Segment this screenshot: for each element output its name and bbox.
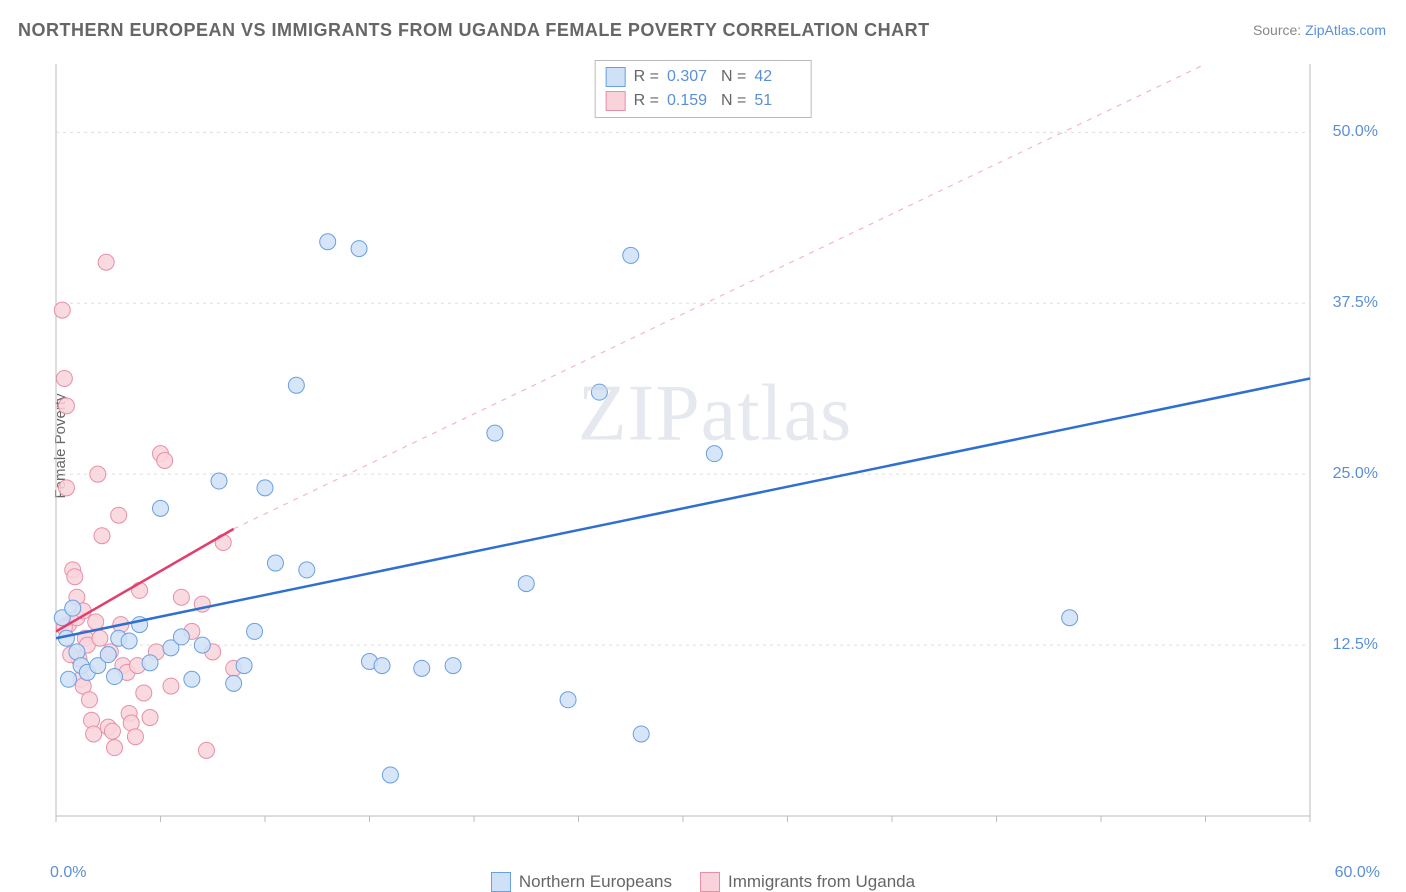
- stats-legend: R = 0.307 N = 42 R = 0.159 N = 51: [595, 60, 812, 118]
- stats-row-series-1: R = 0.159 N = 51: [606, 89, 801, 113]
- legend-item-series-1: Immigrants from Uganda: [700, 872, 915, 892]
- n-value: 51: [754, 92, 800, 110]
- x-axis-min-label: 0.0%: [50, 864, 86, 882]
- legend-label: Immigrants from Uganda: [728, 872, 915, 892]
- r-value: 0.307: [667, 68, 713, 86]
- source-value: ZipAtlas.com: [1305, 22, 1386, 38]
- r-label: R =: [634, 92, 659, 110]
- y-tick-label: 12.5%: [1333, 636, 1378, 654]
- y-tick-label: 25.0%: [1333, 465, 1378, 483]
- series-legend: Northern Europeans Immigrants from Ugand…: [0, 872, 1406, 892]
- swatch-icon: [700, 872, 720, 892]
- r-label: R =: [634, 68, 659, 86]
- y-tick-label: 37.5%: [1333, 294, 1378, 312]
- swatch-icon: [606, 67, 626, 87]
- source-attribution: Source: ZipAtlas.com: [1253, 22, 1386, 38]
- y-tick-label: 50.0%: [1333, 123, 1378, 141]
- n-label: N =: [721, 92, 746, 110]
- n-label: N =: [721, 68, 746, 86]
- scatter-chart: [50, 58, 1380, 848]
- stats-row-series-0: R = 0.307 N = 42: [606, 65, 801, 89]
- legend-item-series-0: Northern Europeans: [491, 872, 672, 892]
- swatch-icon: [606, 91, 626, 111]
- chart-container: ZIPatlas: [50, 58, 1380, 848]
- r-value: 0.159: [667, 92, 713, 110]
- source-label: Source:: [1253, 22, 1305, 38]
- swatch-icon: [491, 872, 511, 892]
- page-title: NORTHERN EUROPEAN VS IMMIGRANTS FROM UGA…: [18, 20, 930, 41]
- n-value: 42: [754, 68, 800, 86]
- legend-label: Northern Europeans: [519, 872, 672, 892]
- x-axis-max-label: 60.0%: [1335, 864, 1380, 882]
